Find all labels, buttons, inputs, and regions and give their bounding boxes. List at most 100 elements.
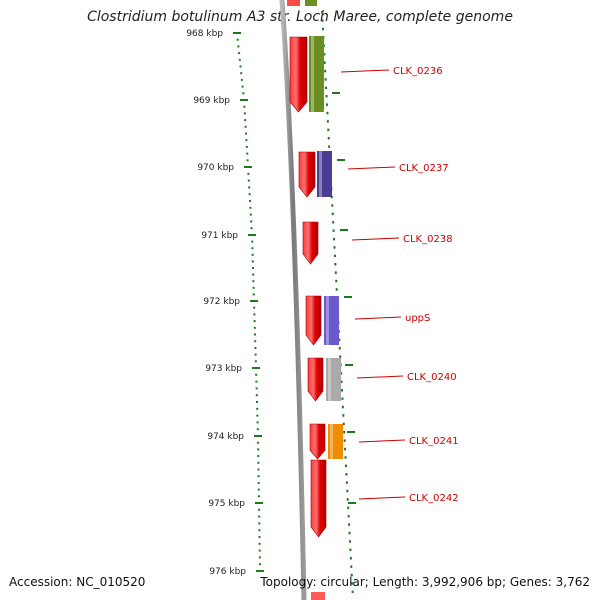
ruler-minor-tick bbox=[258, 542, 261, 545]
gene-arrow bbox=[305, 295, 322, 346]
outer-ring-dot bbox=[334, 271, 337, 274]
outer-ring-dot bbox=[350, 565, 353, 568]
ruler-minor-tick bbox=[253, 320, 256, 323]
ruler-minor-tick bbox=[241, 85, 244, 88]
ruler-minor-tick bbox=[257, 488, 260, 491]
gene-arrow bbox=[309, 423, 326, 460]
ruler-minor-tick bbox=[255, 373, 258, 376]
outer-ring-dot bbox=[332, 221, 335, 224]
ruler-minor-tick bbox=[254, 340, 257, 343]
ruler-minor-tick bbox=[251, 240, 254, 243]
outer-ring-dot bbox=[346, 498, 349, 501]
outer-ring-dot bbox=[347, 515, 350, 518]
outer-ring-dot bbox=[342, 414, 345, 417]
ruler-minor-tick bbox=[257, 461, 260, 464]
outer-ring-dot bbox=[321, 19, 324, 22]
outer-ring-dot bbox=[332, 229, 335, 232]
ruler-tick-label: 974 kbp bbox=[207, 432, 244, 442]
ruler-minor-tick bbox=[250, 227, 253, 230]
ruler-minor-tick bbox=[255, 394, 258, 397]
ruler-minor-tick bbox=[251, 260, 254, 263]
outer-ring-dot bbox=[333, 237, 336, 241]
ruler-minor-tick bbox=[256, 428, 259, 431]
outer-ring-dot bbox=[321, 27, 324, 31]
ruler-tick-label: 976 kbp bbox=[209, 567, 246, 577]
ruler-minor-tick bbox=[258, 522, 261, 525]
ruler-minor-tick bbox=[242, 92, 245, 95]
ruler-minor-tick bbox=[257, 455, 260, 458]
ruler-minor-tick bbox=[247, 179, 250, 182]
outer-ring-dot bbox=[324, 69, 327, 73]
ruler-minor-tick bbox=[251, 247, 254, 250]
outer-ring-dot bbox=[335, 288, 338, 291]
ruler-minor-tick bbox=[246, 159, 249, 162]
ruler-minor-tick bbox=[245, 139, 248, 142]
ruler-minor-tick bbox=[254, 360, 257, 363]
outer-ring-dot bbox=[345, 473, 348, 476]
ruler-minor-tick bbox=[238, 58, 241, 61]
outer-ring-dot bbox=[335, 279, 338, 283]
outer-ring-dot bbox=[350, 573, 353, 577]
feature-highlight bbox=[319, 151, 322, 197]
accession-text: Accession: NC_010520 bbox=[9, 575, 146, 589]
outer-ring-dot bbox=[323, 61, 326, 64]
ruler-tick-label: 970 kbp bbox=[197, 163, 234, 173]
ruler-minor-tick bbox=[250, 220, 253, 223]
ruler-minor-tick bbox=[247, 172, 250, 175]
ruler-minor-tick bbox=[257, 448, 260, 451]
ruler-tick-label: 969 kbp bbox=[193, 96, 230, 106]
feature-block bbox=[326, 358, 341, 401]
outer-ring-dot bbox=[325, 95, 328, 98]
ruler-minor-tick bbox=[255, 380, 258, 383]
outer-ring-dot bbox=[348, 540, 351, 543]
ruler-minor-tick bbox=[252, 273, 255, 276]
gene-arrow-partial bbox=[287, 0, 300, 6]
outer-ring-dot bbox=[344, 447, 347, 451]
ruler-minor-tick bbox=[252, 286, 255, 289]
gene-label-leader bbox=[358, 439, 406, 443]
ruler-minor-tick bbox=[237, 45, 240, 48]
outer-ring-dot bbox=[338, 338, 341, 342]
ruler-minor-tick bbox=[257, 441, 260, 444]
ruler-minor-tick bbox=[258, 508, 261, 511]
outer-ring-dot bbox=[324, 78, 327, 81]
outer-ring-dot bbox=[343, 439, 346, 442]
ruler-minor-tick bbox=[258, 529, 261, 532]
outer-ring-dot bbox=[326, 111, 329, 115]
ruler-minor-tick bbox=[253, 313, 256, 316]
outer-ring-dot bbox=[348, 531, 351, 535]
feature-highlight bbox=[328, 358, 331, 401]
ruler-minor-tick bbox=[240, 78, 243, 81]
ruler-minor-tick bbox=[236, 38, 239, 41]
outer-ring-dot bbox=[328, 145, 331, 148]
ruler-minor-tick bbox=[257, 475, 260, 478]
ruler-minor-tick bbox=[252, 267, 254, 269]
feature-highlight bbox=[330, 424, 333, 459]
ruler-tick-label: 971 kbp bbox=[201, 231, 238, 241]
gene-arrow bbox=[307, 357, 324, 402]
gene-label-leader bbox=[354, 316, 402, 320]
feature-block bbox=[328, 424, 343, 459]
ruler-minor-tick bbox=[256, 407, 259, 410]
outer-ring-dot bbox=[330, 195, 333, 199]
ruler-minor-tick bbox=[251, 253, 254, 256]
ruler-minor-tick bbox=[249, 206, 252, 209]
gene-arrow bbox=[302, 221, 319, 265]
ruler-minor-tick bbox=[252, 293, 255, 296]
outer-ring-dot bbox=[347, 506, 350, 510]
ruler-minor-tick bbox=[252, 280, 255, 283]
gene-arrow bbox=[298, 151, 316, 198]
outer-ring-dot bbox=[349, 557, 352, 560]
ruler-minor-tick bbox=[254, 333, 256, 336]
ruler-minor-tick bbox=[249, 213, 252, 216]
genome-backbone bbox=[279, 0, 307, 600]
ruler-minor-tick bbox=[240, 72, 243, 75]
ruler-minor-tick bbox=[238, 52, 241, 55]
feature-block-partial bbox=[305, 0, 317, 6]
outer-ring-dot bbox=[341, 389, 343, 392]
ruler-minor-tick bbox=[257, 495, 260, 498]
ruler-minor-tick bbox=[239, 65, 242, 68]
map-title: Clostridium botulinum A3 str. Loch Maree… bbox=[87, 9, 513, 25]
outer-ring-dot bbox=[321, 11, 324, 14]
